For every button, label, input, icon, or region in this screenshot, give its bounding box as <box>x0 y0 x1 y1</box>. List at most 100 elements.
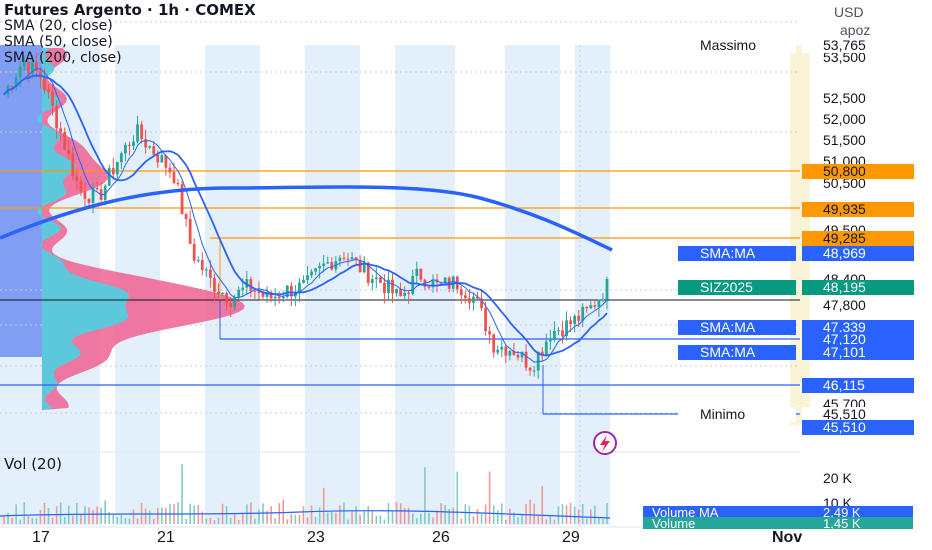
volume-bar <box>448 509 450 524</box>
candle-body <box>407 292 411 294</box>
candle-body <box>225 293 228 304</box>
candle-body <box>395 289 398 294</box>
volume-bar <box>310 505 313 524</box>
volume-bar <box>193 505 196 524</box>
candle-body <box>63 132 67 150</box>
candle-body <box>289 285 293 297</box>
volume-bar <box>553 519 556 524</box>
sma200-legend[interactable]: SMA (200, close) <box>4 50 122 66</box>
price-tick: 52,500 <box>823 90 866 106</box>
candle-body <box>387 279 390 293</box>
volume-bar <box>47 508 50 524</box>
candle-body <box>148 146 152 148</box>
horizontal-levels[interactable] <box>0 170 800 415</box>
volume-bar <box>468 505 471 524</box>
volume-bar <box>331 511 333 524</box>
volume-bar <box>116 517 119 524</box>
price-label-bg <box>802 320 914 335</box>
volume-bar <box>521 513 523 524</box>
price-label-name-bg <box>678 407 796 422</box>
candle-body <box>552 330 556 340</box>
candle-body <box>589 305 593 309</box>
candle-body <box>593 305 597 307</box>
candle-body <box>358 259 362 273</box>
candle-body <box>459 289 463 296</box>
price-label-value: 48,195 <box>823 279 866 295</box>
volume-bar <box>533 503 535 524</box>
volume-bar <box>375 515 378 524</box>
volume-bar <box>201 511 204 524</box>
volume-label-bg <box>643 517 913 529</box>
candle-body <box>43 77 46 90</box>
volume-bar <box>476 509 479 524</box>
volume-bar <box>395 502 398 524</box>
candle-body <box>176 183 180 185</box>
candle-body <box>472 296 475 303</box>
candle-body <box>217 291 220 294</box>
volume-bar <box>266 510 268 524</box>
candle-body <box>115 162 119 175</box>
currency-label[interactable]: USD <box>834 4 864 20</box>
candle-body <box>103 185 107 200</box>
price-tick: 52,000 <box>823 111 866 127</box>
candle-body <box>55 105 59 129</box>
volume-bar <box>258 509 260 524</box>
volume-bar <box>96 506 98 524</box>
sma20-line <box>3 68 608 363</box>
volume-bar <box>351 511 353 524</box>
volume-bar <box>80 514 82 524</box>
candle-body <box>520 351 524 358</box>
volume-bar <box>557 506 560 524</box>
candle-body <box>281 296 285 299</box>
volume-bar <box>399 503 402 524</box>
volume-bar <box>492 505 495 524</box>
volume-bar <box>420 513 422 524</box>
candle-body <box>504 346 508 356</box>
volume-bar <box>545 519 548 524</box>
candle-body <box>383 282 386 293</box>
volume-bar <box>594 505 596 524</box>
candle-body <box>200 259 204 271</box>
volume-bar <box>480 513 483 524</box>
price-label-name-bg <box>678 320 796 335</box>
price-label-value: 49,935 <box>823 201 866 217</box>
volume-bar <box>529 499 531 524</box>
volume-bar <box>573 506 576 524</box>
price-label-name: SMA:MA <box>700 319 756 335</box>
candle-body <box>488 331 492 335</box>
session-band <box>505 45 560 525</box>
volume-bar <box>132 509 135 524</box>
sma200-line <box>0 185 613 252</box>
sma50-legend[interactable]: SMA (50, close) <box>4 34 113 50</box>
chart-legend: Futures Argento · 1h · COMEX SMA (20, cl… <box>4 2 256 66</box>
candle-body <box>75 176 79 182</box>
price-tick: 47,800 <box>823 297 866 313</box>
price-label-value: 49,285 <box>823 230 866 246</box>
volume-bar <box>363 511 365 524</box>
candle-body <box>569 320 572 324</box>
candle-body <box>306 275 309 281</box>
volume-bar <box>84 506 86 524</box>
candle-body <box>188 219 192 244</box>
volume-bar <box>241 513 244 524</box>
volume-bars <box>0 464 611 524</box>
price-label-value: 45,510 <box>823 419 866 435</box>
volume-bar <box>298 514 301 524</box>
volume-label-bg <box>643 506 913 518</box>
volume-bar <box>460 518 463 524</box>
volume-bar <box>112 513 115 524</box>
sma20-legend[interactable]: SMA (20, close) <box>4 18 113 34</box>
candle-body <box>67 149 71 155</box>
candle-body <box>565 320 568 337</box>
volume-legend[interactable]: Vol (20) <box>4 455 63 473</box>
volume-bar <box>415 518 418 524</box>
candle-body <box>391 279 394 294</box>
currency-unit: apoz <box>840 22 871 38</box>
volume-bar <box>496 510 499 524</box>
profile-buy <box>37 48 130 410</box>
candle-body <box>51 91 54 106</box>
price-label-name: SMA:MA <box>700 245 756 261</box>
price-axis[interactable]: 53,50052,50052,00051,50051,00050,50049,5… <box>643 37 914 531</box>
candle-body <box>39 71 42 78</box>
